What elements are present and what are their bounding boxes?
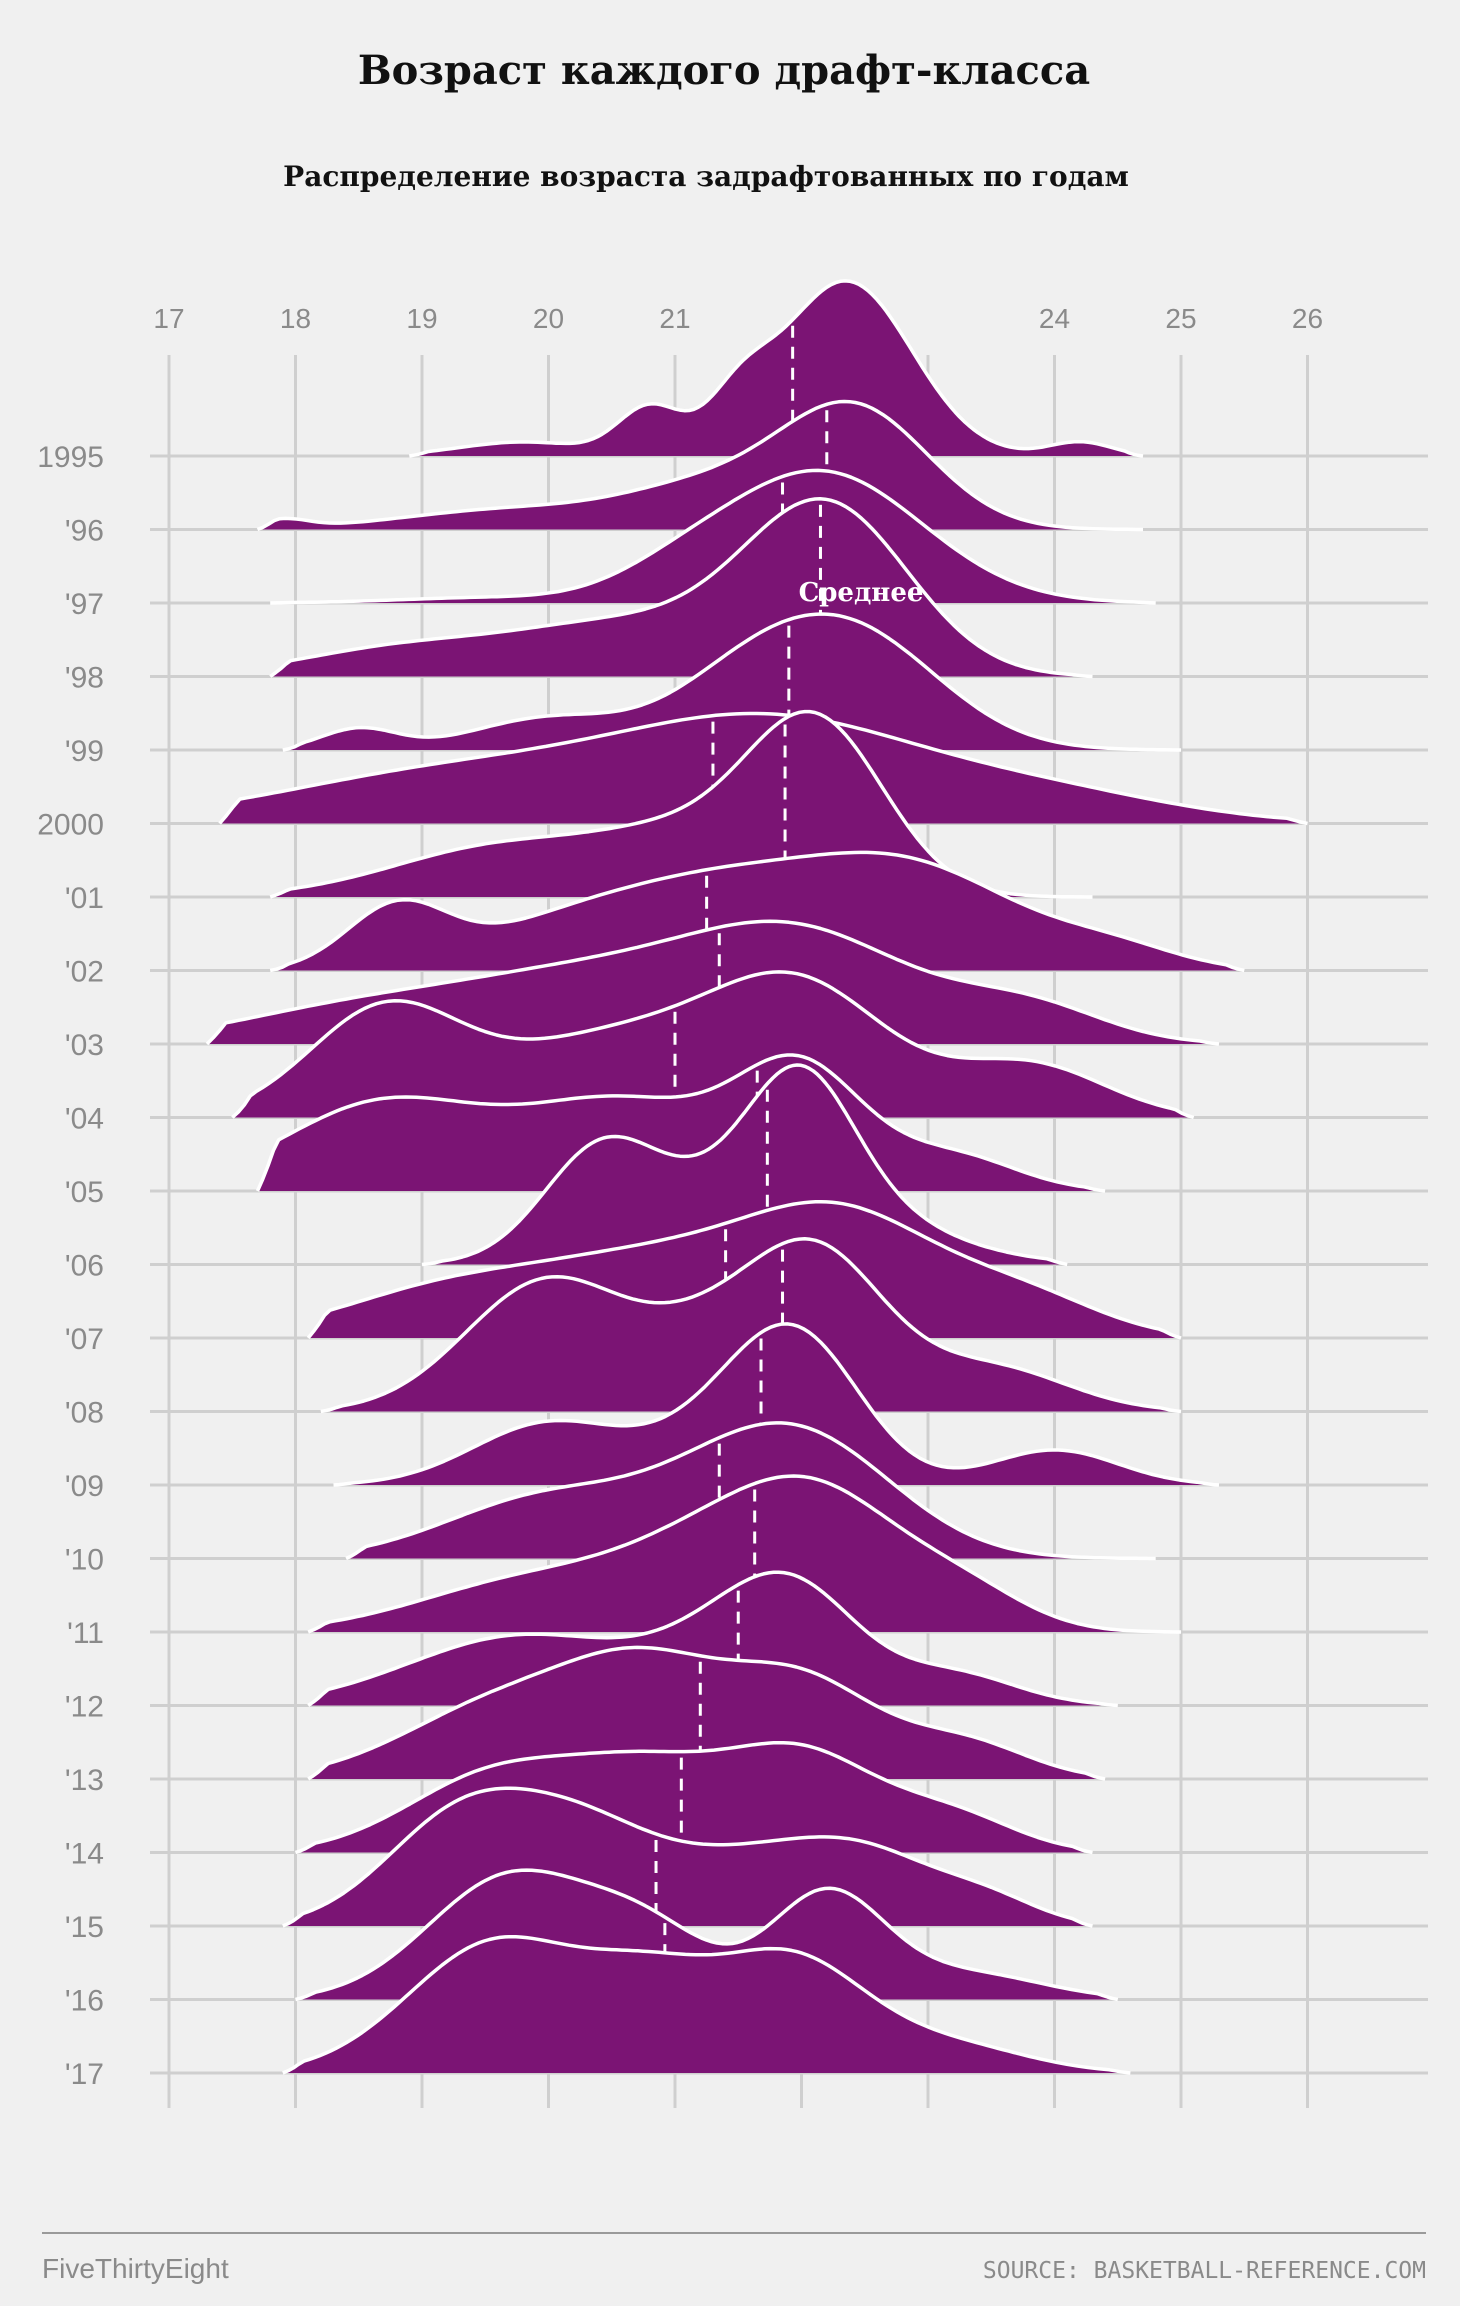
ridge-area (308, 1647, 1106, 1779)
year-label: '14 (65, 1838, 104, 1871)
year-label: '06 (65, 1250, 104, 1283)
x-tick-label: 24 (1039, 303, 1070, 334)
ridge-area (320, 1238, 1181, 1412)
ridge-'17 (282, 1934, 1131, 2075)
year-label: '15 (65, 1911, 104, 1944)
ridge-outline (307, 1570, 1118, 1708)
year-label: '96 (65, 515, 104, 548)
ridge-area (270, 852, 1245, 971)
footer-brand: FiveThirtyEight (42, 2253, 229, 2284)
ridge-outline (270, 468, 1156, 605)
ridge-area (282, 614, 1181, 750)
year-label: '11 (67, 1617, 104, 1650)
ridge-outline (307, 1474, 1181, 1634)
ridge-'97 (270, 468, 1156, 605)
ridge-'06 (421, 1063, 1068, 1267)
ridge-area (257, 401, 1143, 530)
footer-source: SOURCE: BASKETBALL-REFERENCE.COM (983, 2258, 1426, 2284)
ridge-outline (409, 279, 1144, 458)
ridge-area (409, 280, 1143, 456)
ridge-outline (282, 1934, 1131, 2075)
ridge-outline (282, 1786, 1093, 1928)
ridge-outline (255, 1053, 1106, 1193)
x-tick-label: 20 (533, 303, 564, 334)
ridge-area (308, 1572, 1118, 1706)
ridge-'05 (255, 1053, 1106, 1193)
x-tick-label: 21 (659, 303, 690, 334)
year-label: '98 (65, 662, 104, 695)
ridge-outline (294, 1740, 1093, 1855)
ridge-'98 (269, 497, 1093, 679)
ridge-'96 (256, 399, 1143, 532)
ridge-area (282, 1936, 1131, 2073)
x-tick-label: 18 (280, 303, 311, 334)
ridge-area (257, 1055, 1106, 1191)
ridge-1995 (409, 279, 1144, 458)
year-label: '01 (65, 882, 104, 915)
chart-subtitle: Распределение возраста задрафтованных по… (283, 160, 1129, 193)
x-tick-label: 26 (1292, 303, 1323, 334)
ridge-area (270, 470, 1156, 603)
ridge-outline (269, 850, 1245, 973)
ridge-outline (218, 711, 1308, 826)
year-label: '99 (65, 735, 104, 768)
ridge-area (207, 921, 1219, 1044)
year-label: '97 (65, 588, 104, 621)
ridge-outline (295, 1868, 1119, 2002)
ridge-outline (231, 970, 1195, 1120)
year-labels: 1995 '96 '97 '98 '99 2000 '01 '02 '03 '04 '05 '06 '0… (37, 441, 104, 2091)
ridge-area (232, 971, 1194, 1118)
ridge-area (270, 711, 1093, 897)
ridge-area (270, 498, 1093, 677)
year-label: '04 (65, 1103, 104, 1136)
ridge-outline (345, 1421, 1156, 1561)
mean-annotation: Среднее (799, 578, 924, 608)
ridge-outline (256, 399, 1143, 532)
ridge-outline (205, 919, 1220, 1046)
year-label: '16 (65, 1985, 104, 2018)
ridge-area (422, 1065, 1068, 1265)
year-label: '03 (65, 1029, 104, 1062)
ridge-'09 (333, 1322, 1220, 1487)
ridge-outline (269, 497, 1093, 679)
ridge-outline (282, 612, 1181, 752)
ridge-outline (307, 1645, 1106, 1781)
ridge-outline (306, 1199, 1182, 1340)
ridge-outline (421, 1063, 1068, 1267)
ridge-area (308, 1476, 1181, 1632)
year-label: '05 (65, 1176, 104, 1209)
ridge-'02 (269, 850, 1245, 973)
year-label: '08 (65, 1397, 104, 1430)
year-label: '09 (65, 1470, 104, 1503)
x-tick-label: 25 (1165, 303, 1196, 334)
ridge-outline (333, 1322, 1220, 1487)
ridge-'99 (282, 612, 1181, 752)
year-label: '12 (65, 1691, 104, 1724)
ridges (205, 279, 1308, 2075)
x-tick-label: 19 (406, 303, 437, 334)
year-label: 2000 (37, 809, 104, 842)
year-label: '02 (65, 956, 104, 989)
year-label: '13 (65, 1764, 104, 1797)
ridge-area (333, 1323, 1219, 1485)
x-axis-ticks: 17 18 19 20 21 24 25 26 (153, 303, 1323, 334)
year-label: '10 (65, 1544, 104, 1577)
year-label: '17 (65, 2058, 104, 2091)
x-tick-label: 17 (153, 303, 184, 334)
year-label: '07 (65, 1323, 104, 1356)
year-label: 1995 (37, 441, 104, 474)
ridge-outline (320, 1237, 1182, 1414)
chart-title: Возраст каждого драфт-класса (358, 47, 1090, 94)
